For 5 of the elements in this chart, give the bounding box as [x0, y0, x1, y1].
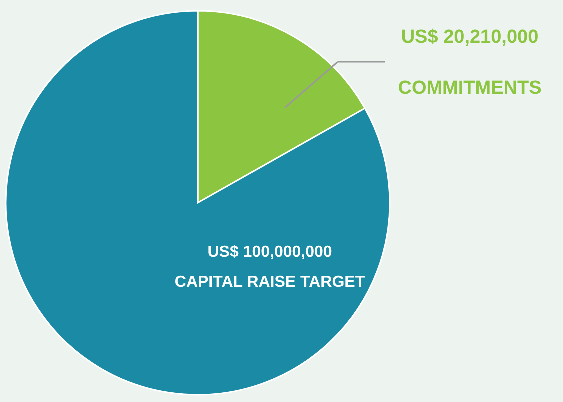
data-label: US$ 20,210,000	[401, 27, 539, 48]
slice-label: CAPITAL RAISE TARGET	[174, 274, 366, 291]
pie-slice	[5, 10, 391, 396]
data-label: US$ 100,000,000	[208, 244, 332, 261]
slice-label: COMMITMENTS	[398, 78, 542, 99]
